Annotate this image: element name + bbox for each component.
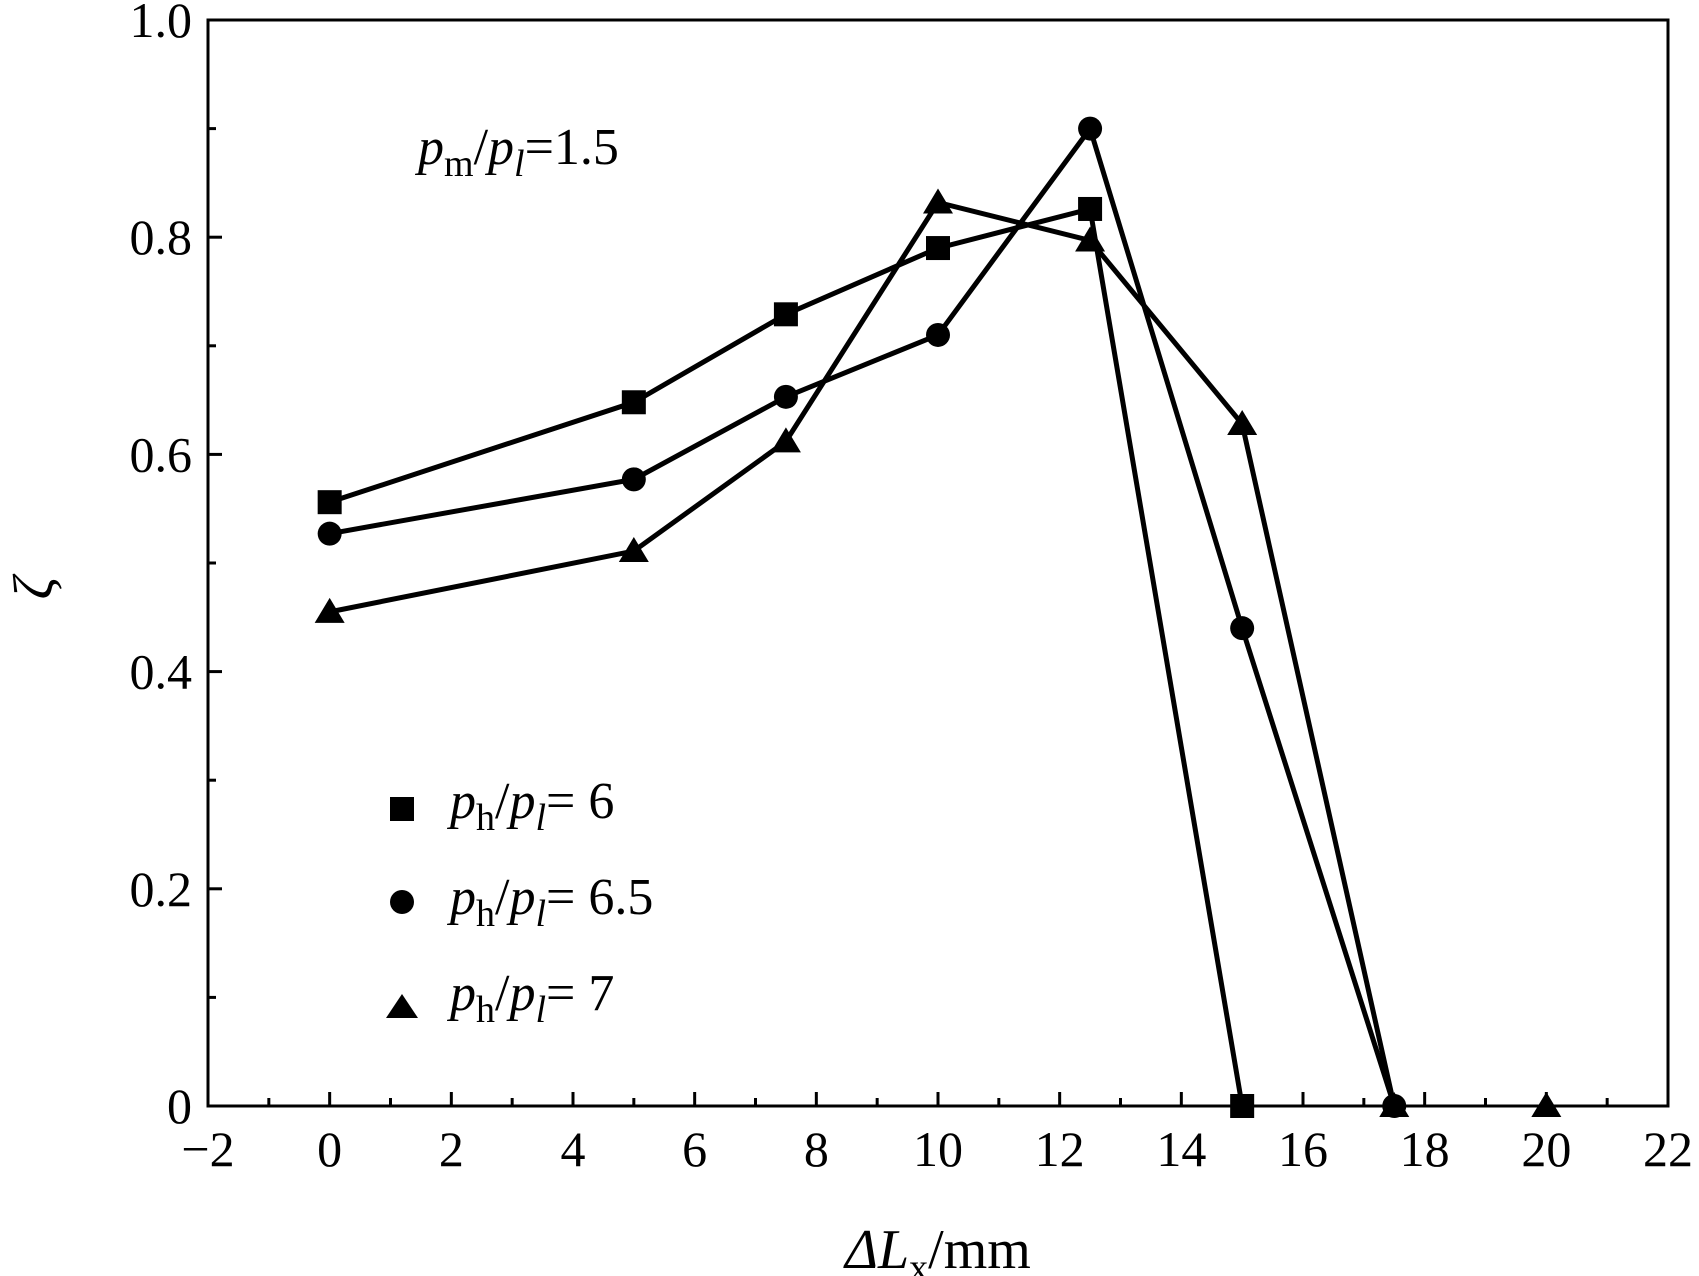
x-tick-label: −2 [181, 1121, 234, 1177]
annotation: pm/pl=1.5 [414, 119, 619, 185]
data-point-square [317, 490, 342, 515]
legend-label-1: ph/pl= 6 [446, 773, 614, 839]
x-tick-label: 8 [804, 1121, 829, 1177]
legend-item-2: ph/pl= 6.5 [390, 869, 653, 935]
x-axis-title: ΔLx/mm [843, 1219, 1031, 1276]
x-axis-title-suffix: /mm [928, 1219, 1031, 1276]
series-line-2 [329, 123, 1397, 1107]
data-point-triangle [923, 188, 953, 214]
data-point-triangle [618, 537, 649, 563]
y-tick-label: 0.8 [130, 209, 193, 265]
x-tick-label: 10 [913, 1121, 963, 1177]
y-tick-label: 1.0 [130, 0, 193, 48]
y-tick-label: 0 [167, 1078, 192, 1134]
annotation-p1: p [414, 119, 444, 176]
x-axis-title-sub: x [909, 1247, 928, 1276]
annotation-slash: / [474, 119, 489, 176]
x-axis-ticks: −2 0 2 4 6 8 10 12 14 16 18 20 22 [181, 1092, 1693, 1177]
data-point-square [773, 302, 798, 327]
legend-marker-circle [390, 890, 414, 914]
data-point-square [926, 236, 950, 261]
data-point-circle [1230, 616, 1255, 641]
legend-item-3: ph/pl= 7 [386, 965, 614, 1031]
data-point-circle [317, 521, 342, 546]
data-point-square [621, 390, 646, 415]
y-axis-title: ζ [3, 573, 65, 599]
annotation-sub2: l [514, 143, 525, 185]
data-point-triangle [1379, 1092, 1410, 1117]
x-tick-label: 18 [1400, 1121, 1450, 1177]
data-point-triangle [314, 597, 345, 623]
data-point-circle [926, 322, 950, 347]
series-line-1 [328, 205, 1245, 1107]
data-point-circle [1078, 116, 1103, 141]
x-tick-label: 2 [439, 1121, 464, 1177]
y-axis-ticks: 0 0.2 0.4 0.6 0.8 1.0 [130, 0, 222, 1134]
data-point-circle [621, 467, 646, 492]
data-point-triangle [1075, 226, 1106, 252]
y-tick-label: 0.4 [130, 644, 193, 700]
series-lines [328, 123, 1397, 1107]
annotation-eq: =1.5 [525, 119, 619, 176]
data-point-triangle [1531, 1092, 1562, 1117]
x-tick-label: 6 [682, 1121, 707, 1177]
legend-label-3: ph/pl= 7 [446, 965, 614, 1031]
x-tick-label: 20 [1521, 1121, 1571, 1177]
series-markers [314, 116, 1562, 1118]
x-tick-label: 0 [317, 1121, 342, 1177]
x-tick-label: 14 [1156, 1121, 1206, 1177]
legend-item-1: ph/pl= 6 [390, 773, 614, 839]
data-point-triangle [1227, 409, 1258, 435]
annotation-p2: p [484, 119, 514, 176]
plot-frame [206, 18, 1670, 1108]
x-axis-title-prefix: ΔL [843, 1219, 909, 1276]
x-tick-label: 12 [1035, 1121, 1085, 1177]
y-tick-label: 0.6 [130, 426, 193, 482]
data-point-circle [773, 384, 798, 409]
x-tick-label: 16 [1278, 1121, 1328, 1177]
legend: ph/pl= 6 ph/pl= 6.5 ph/pl= 7 [386, 773, 653, 1031]
legend-marker-triangle [386, 994, 418, 1018]
y-tick-label: 0.2 [130, 861, 193, 917]
data-point-square [1230, 1094, 1255, 1118]
x-tick-label: 4 [561, 1121, 586, 1177]
data-point-triangle [770, 427, 801, 453]
series-line-3 [329, 199, 1397, 1107]
legend-label-2: ph/pl= 6.5 [446, 869, 653, 935]
annotation-sub1: m [444, 143, 474, 185]
data-point-square [1078, 196, 1103, 221]
legend-marker-square [390, 797, 414, 821]
x-tick-label: 22 [1643, 1121, 1693, 1177]
